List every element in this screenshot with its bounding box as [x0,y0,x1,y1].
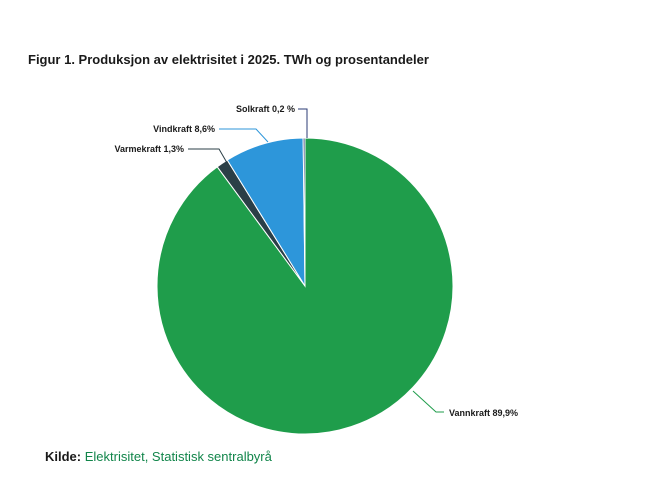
leader-line-solkraft [298,108,308,138]
leader-line-vindkraft [219,128,269,143]
slice-label-solkraft: Solkraft 0,2 % [236,104,295,114]
source-prefix-label: Kilde: [45,449,82,464]
leader-line-vannkraft [412,390,444,413]
source-link[interactable]: Elektrisitet, Statistisk sentralbyrå [84,449,272,464]
slice-label-vannkraft: Vannkraft 89,9% [449,408,518,418]
source-line: Kilde: Elektrisitet, Statistisk sentralb… [45,449,272,464]
pie-slices-group [156,137,454,435]
slice-label-vindkraft: Vindkraft 8,6% [153,124,215,134]
pie-slice-solkraft[interactable] [302,137,306,287]
slice-label-varmekraft: Varmekraft 1,3% [114,144,184,154]
leader-line-varmekraft [188,148,231,169]
figure-title: Figur 1. Produksjon av elektrisitet i 20… [28,52,429,67]
